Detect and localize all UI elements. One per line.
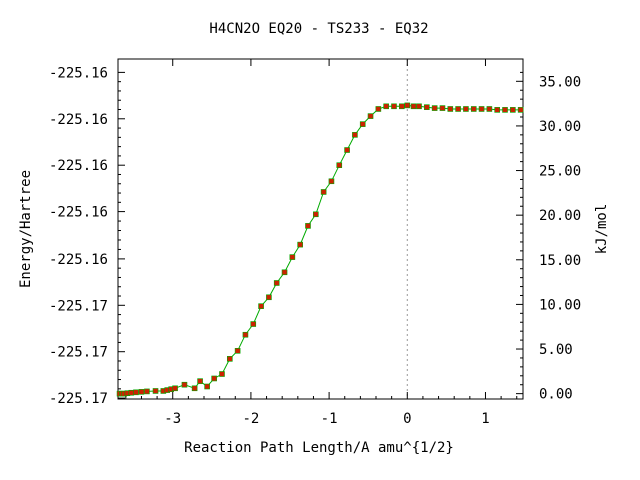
data-point (128, 389, 135, 396)
data-point (320, 189, 327, 195)
y-right-tick-label: 10.00 (539, 297, 581, 313)
data-point (424, 104, 430, 110)
data-point (494, 107, 500, 113)
data-point (336, 162, 343, 168)
data-point (191, 385, 198, 392)
y-right-tick-label: 0.00 (539, 387, 573, 403)
data-point (410, 103, 417, 110)
x-tick-label: -3 (164, 411, 181, 427)
x-tick-label: -1 (321, 411, 338, 427)
data-point (404, 102, 411, 109)
chart-title: H4CN2O EQ20 - TS233 - EQ32 (209, 21, 428, 37)
data-point (266, 294, 272, 301)
data-point (447, 106, 454, 112)
data-point (211, 375, 217, 382)
y-left-tick-label: -225.17 (49, 298, 108, 314)
y-axis-label-left: Energy/Hartree (18, 170, 34, 288)
data-point (455, 106, 461, 112)
data-point (181, 381, 188, 388)
y-left-tick-label: -225.16 (49, 112, 108, 128)
data-point (391, 103, 397, 110)
data-point (204, 383, 210, 390)
data-point (416, 103, 422, 110)
data-point (328, 178, 335, 185)
y-left-tick-label: -225.16 (49, 205, 108, 221)
data-point (352, 132, 358, 138)
x-tick-label: 0 (403, 411, 411, 427)
data-point (197, 378, 203, 384)
data-point (344, 147, 350, 153)
data-point (152, 388, 159, 394)
data-point (383, 103, 389, 110)
data-point (305, 223, 311, 229)
y-left-tick-label: -225.17 (49, 391, 108, 407)
data-point (144, 388, 150, 395)
data-point (399, 103, 405, 110)
y-right-tick-label: 20.00 (539, 208, 581, 224)
data-point (138, 389, 145, 395)
data-point (367, 113, 374, 119)
y-right-tick-label: 5.00 (539, 342, 573, 358)
data-point (439, 105, 446, 111)
data-point (297, 241, 303, 248)
data-point (242, 331, 249, 338)
plot-frame (117, 58, 524, 400)
y-right-tick-label: 15.00 (539, 253, 581, 269)
data-point (133, 389, 139, 396)
data-point (219, 371, 225, 377)
y-right-tick-label: 35.00 (539, 74, 581, 90)
x-tick-label: -2 (242, 411, 259, 427)
data-point (289, 254, 296, 260)
data-point (227, 356, 233, 362)
data-point (486, 106, 493, 112)
data-point (273, 280, 280, 286)
data-point (281, 269, 288, 276)
data-point (313, 211, 319, 218)
y-left-tick-label: -225.17 (49, 345, 108, 361)
y-axis-left: -225.16 -225.16 -225.16 -225.16 -225.16 -225.… (49, 65, 125, 407)
x-axis: -3 -2 -1 0 1 (125, 59, 518, 427)
x-axis-label: Reaction Path Length/A amu^{1/2} (184, 440, 454, 456)
y-right-tick-label: 25.00 (539, 164, 581, 180)
series-energy (116, 102, 524, 397)
data-point (359, 121, 366, 127)
data-point (172, 385, 178, 392)
y-axis-right: 35.00 30.00 25.00 20.00 15.00 10.00 5.00 0.00 (516, 71, 581, 403)
data-point (517, 107, 524, 113)
y-left-tick-label: -225.16 (49, 158, 108, 174)
y-left-tick-label: -225.16 (49, 65, 108, 81)
y-axis-label-right: kJ/mol (594, 204, 610, 255)
data-point (510, 107, 516, 113)
data-point (234, 348, 241, 354)
y-right-tick-label: 30.00 (539, 119, 581, 135)
series-line (119, 104, 521, 395)
y-left-tick-label: -225.16 (49, 252, 108, 268)
data-point (463, 106, 469, 112)
data-point (375, 106, 382, 112)
data-point (470, 106, 477, 112)
data-point (250, 321, 257, 327)
x-tick-label: 1 (481, 411, 489, 427)
data-point (258, 303, 264, 309)
data-point (431, 105, 438, 111)
data-point (478, 106, 485, 112)
data-point (502, 107, 508, 113)
